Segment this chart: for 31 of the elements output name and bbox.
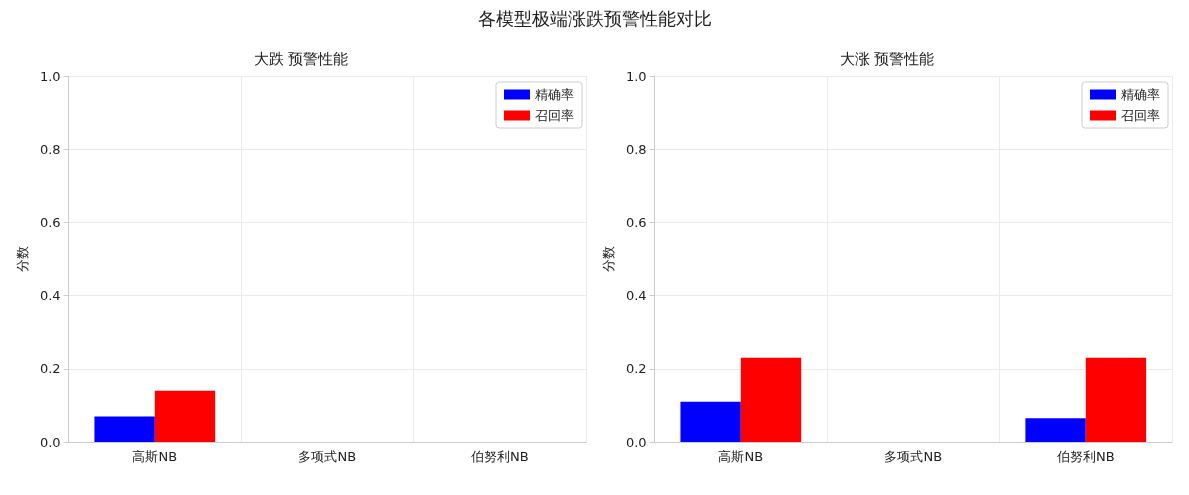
y-axis-title: 分数: [15, 246, 30, 272]
x-tick-label: 伯努利NB: [469, 449, 529, 464]
bar: [740, 357, 802, 442]
x-tick-label: 高斯NB: [132, 449, 178, 464]
y-tick-label: 0.2: [625, 361, 647, 377]
legend-label: 精确率: [1121, 87, 1160, 102]
bar: [1025, 418, 1086, 442]
x-tick-label: 多项式NB: [298, 449, 357, 464]
y-tick-label: 0.6: [39, 214, 61, 230]
legend-label: 召回率: [1121, 108, 1160, 123]
y-axis-title: 分数: [601, 246, 616, 272]
x-tick-label: 多项式NB: [884, 449, 943, 464]
y-tick-label: 0.0: [625, 434, 647, 450]
x-tick-label: 伯努利NB: [1055, 449, 1115, 464]
y-tick-label: 1.0: [39, 68, 61, 84]
y-tick-label: 0.0: [39, 434, 61, 450]
bar: [680, 401, 741, 442]
chart-title: 大涨 预警性能: [839, 49, 935, 68]
y-tick-label: 0.2: [39, 361, 61, 377]
y-tick-label: 0.4: [39, 288, 61, 304]
bar: [1085, 357, 1147, 442]
x-tick-label: 高斯NB: [718, 449, 764, 464]
text: 各模型极端涨跌预警性能对比: [477, 8, 712, 29]
y-tick-label: 0.6: [625, 214, 647, 230]
y-tick-label: 0.4: [625, 288, 647, 304]
y-tick-label: 0.8: [625, 141, 647, 157]
legend-label: 精确率: [535, 87, 574, 102]
chart-title: 大跌 预警性能: [253, 49, 349, 68]
legend-label: 召回率: [535, 108, 574, 123]
y-tick-label: 1.0: [625, 68, 647, 84]
y-tick-label: 0.8: [39, 141, 61, 157]
